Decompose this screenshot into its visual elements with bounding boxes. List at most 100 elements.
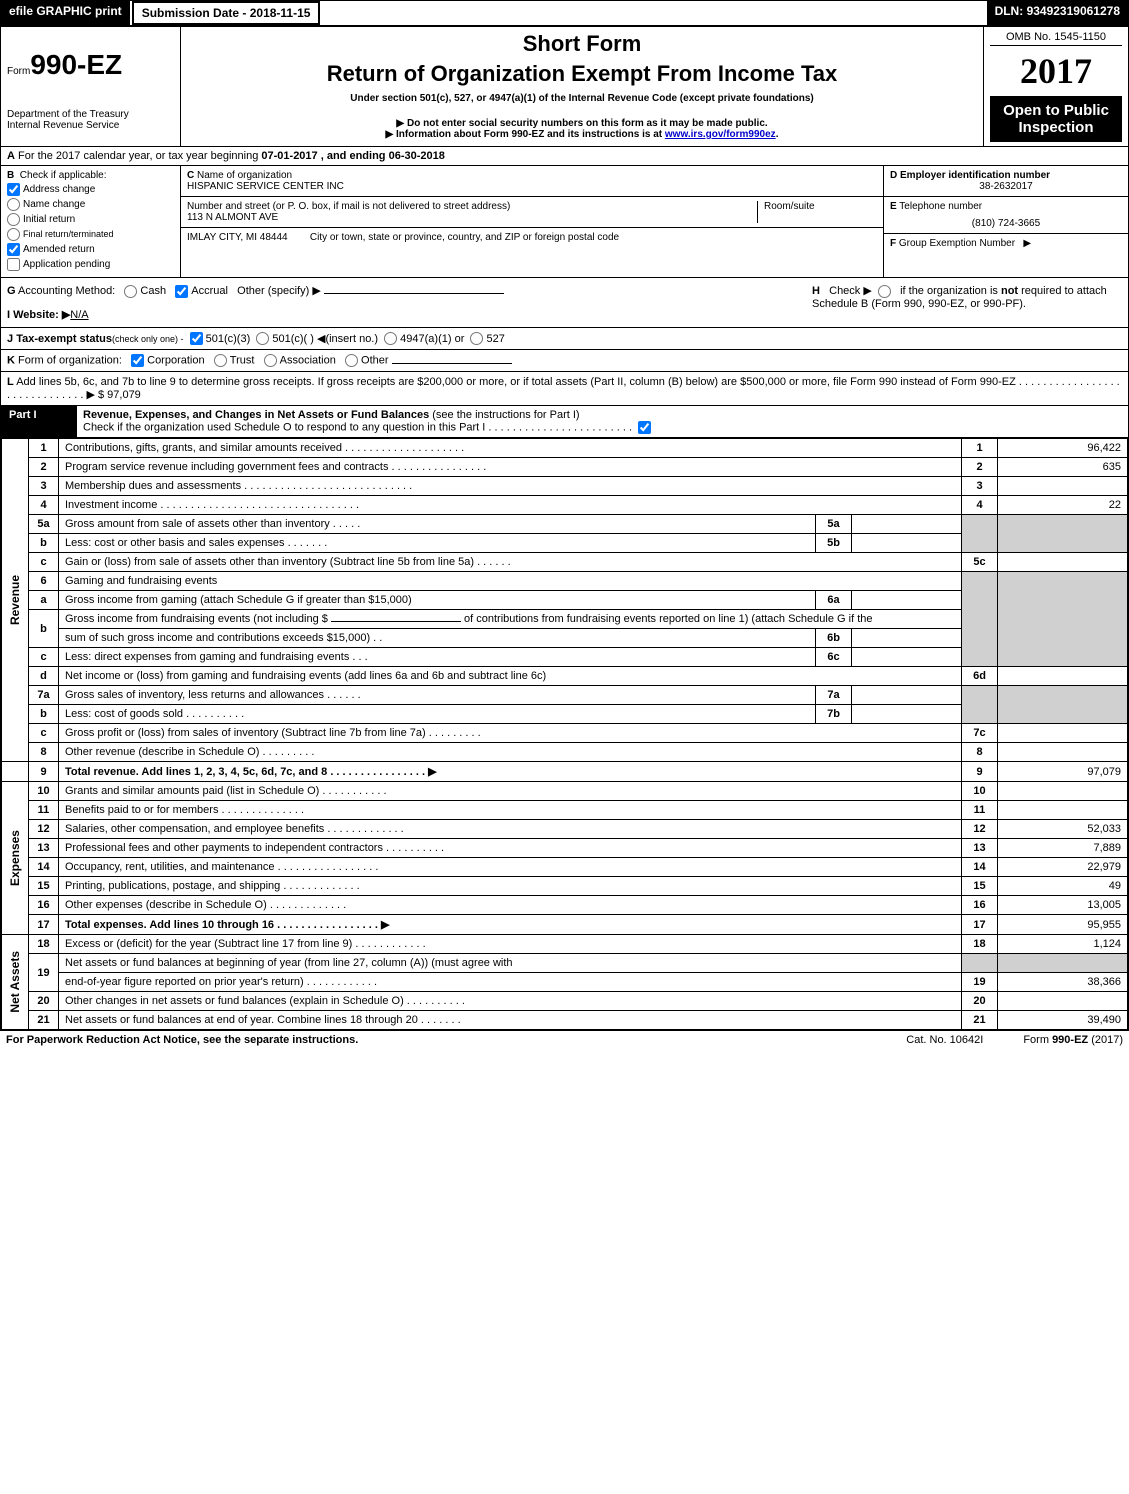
line-1: Revenue 1 Contributions, gifts, grants, …	[2, 439, 1128, 458]
line-2-val: 635	[998, 458, 1128, 477]
line-5b-sub: 5b	[816, 534, 852, 553]
line-5a-num: 5a	[29, 515, 59, 534]
line-2-linenum: 2	[962, 458, 998, 477]
line-6b-sub: 6b	[816, 629, 852, 648]
line-7a: 7a Gross sales of inventory, less return…	[2, 686, 1128, 705]
line-7c-linenum: 7c	[962, 724, 998, 743]
amended-return-check[interactable]: Amended return	[7, 243, 174, 256]
revenue-rotated-label: Revenue	[8, 575, 22, 625]
initial-return-check[interactable]: Initial return	[7, 213, 174, 226]
line-10: Expenses 10 Grants and similar amounts p…	[2, 782, 1128, 801]
trust-radio[interactable]	[214, 354, 227, 367]
revenue-side-label: Revenue	[2, 439, 29, 762]
501c-radio[interactable]	[256, 332, 269, 345]
4947-radio[interactable]	[384, 332, 397, 345]
527-radio[interactable]	[470, 332, 483, 345]
under-section-text: Under section 501(c), 527, or 4947(a)(1)…	[187, 93, 977, 104]
527-label: 527	[486, 333, 504, 345]
application-pending-check[interactable]: Application pending	[7, 258, 174, 271]
cash-radio[interactable]	[124, 285, 137, 298]
line-17-desc: Total expenses. Add lines 10 through 16 …	[59, 915, 962, 935]
line-6b-desc1: Gross income from fundraising events (no…	[59, 610, 962, 629]
form990ez-link[interactable]: www.irs.gov/form990ez	[665, 129, 776, 140]
line-2-desc: Program service revenue including govern…	[59, 458, 962, 477]
label-l: L	[7, 376, 14, 388]
line-7b-num: b	[29, 705, 59, 724]
line-7a-subval	[852, 686, 962, 705]
section-c-mid: C Name of organization HISPANIC SERVICE …	[181, 166, 883, 277]
line-l-amount: $ 97,079	[98, 389, 141, 401]
lines-table: Revenue 1 Contributions, gifts, grants, …	[1, 438, 1128, 1030]
amended-return-checkbox[interactable]	[7, 243, 20, 256]
line-9-desc-b: Total revenue. Add lines 1, 2, 3, 4, 5c,…	[65, 766, 437, 778]
501c3-checkbox[interactable]	[190, 332, 203, 345]
initial-return-radio[interactable]	[7, 213, 20, 226]
ein-cell: D Employer identification number 38-2632…	[884, 166, 1128, 197]
line-9-linenum: 9	[962, 762, 998, 782]
name-change-radio[interactable]	[7, 198, 20, 211]
line-8-val	[998, 743, 1128, 762]
line-18-desc: Excess or (deficit) for the year (Subtra…	[59, 935, 962, 954]
header-left: Form990-EZ Department of the Treasury In…	[1, 27, 181, 146]
line-19-num: 19	[29, 954, 59, 992]
line-6d: d Net income or (loss) from gaming and f…	[2, 667, 1128, 686]
other-specify-line	[324, 293, 504, 294]
corp-checkbox[interactable]	[131, 354, 144, 367]
address-change-label: Address change	[23, 184, 95, 195]
schedule-o-checkbox[interactable]	[638, 421, 651, 434]
phone-value: (810) 724-3665	[890, 218, 1122, 229]
line-6a-desc: Gross income from gaming (attach Schedul…	[59, 591, 816, 610]
form-ref-prefix: Form	[1023, 1034, 1052, 1046]
address-change-check[interactable]: Address change	[7, 183, 174, 196]
org-name-value: HISPANIC SERVICE CENTER INC	[187, 181, 344, 192]
org-name-label: Name of organization	[197, 170, 292, 181]
form-org-label: Form of organization:	[18, 355, 122, 367]
form-container: efile GRAPHIC print Submission Date - 20…	[0, 0, 1129, 1031]
section-a-text: For the 2017 calendar year, or tax year …	[18, 150, 261, 162]
line-5c: c Gain or (loss) from sale of assets oth…	[2, 553, 1128, 572]
final-return-radio[interactable]	[7, 228, 20, 241]
line-14: 14 Occupancy, rent, utilities, and maint…	[2, 858, 1128, 877]
dept-irs: Internal Revenue Service	[7, 120, 174, 131]
city-value: IMLAY CITY, MI 48444	[187, 232, 288, 243]
line-15-linenum: 15	[962, 877, 998, 896]
expenses-side-label: Expenses	[2, 782, 29, 935]
assoc-radio[interactable]	[264, 354, 277, 367]
submission-date-box: Submission Date - 2018-11-15	[132, 1, 321, 25]
other-org-radio[interactable]	[345, 354, 358, 367]
address-change-checkbox[interactable]	[7, 183, 20, 196]
accrual-checkbox[interactable]	[175, 285, 188, 298]
line-4-desc: Investment income . . . . . . . . . . . …	[59, 496, 962, 515]
schedule-b-radio[interactable]	[878, 285, 891, 298]
line-19-val: 38,366	[998, 973, 1128, 992]
phone-cell: E Telephone number (810) 724-3665	[884, 197, 1128, 234]
line-6c-desc: Less: direct expenses from gaming and fu…	[59, 648, 816, 667]
netassets-side-label: Net Assets	[2, 935, 29, 1030]
501c-label: 501(c)( ) ◀(insert no.)	[272, 333, 378, 345]
header-row: Form990-EZ Department of the Treasury In…	[1, 27, 1128, 147]
h-check-text: Check ▶	[829, 285, 872, 297]
line-7ab-shade-val	[998, 686, 1128, 724]
line-15-num: 15	[29, 877, 59, 896]
line-13-num: 13	[29, 839, 59, 858]
part-i-title: Revenue, Expenses, and Changes in Net As…	[83, 409, 432, 421]
line-6-desc: Gaming and fundraising events	[59, 572, 962, 591]
part-i-desc: Revenue, Expenses, and Changes in Net As…	[77, 406, 1128, 437]
line-14-linenum: 14	[962, 858, 998, 877]
street-cell: Number and street (or P. O. box, if mail…	[181, 197, 883, 228]
name-change-check[interactable]: Name change	[7, 198, 174, 211]
omb-number: OMB No. 1545-1150	[990, 31, 1122, 46]
application-pending-checkbox[interactable]	[7, 258, 20, 271]
line-1-linenum: 1	[962, 439, 998, 458]
begin-date: 07-01-2017	[261, 150, 317, 162]
part-i-label: Part I	[1, 406, 77, 437]
final-return-check[interactable]: Final return/terminated	[7, 228, 174, 241]
label-c: C	[187, 170, 194, 181]
line-k: K Form of organization: Corporation Trus…	[1, 350, 1128, 372]
line-18-val: 1,124	[998, 935, 1128, 954]
line-8-num: 8	[29, 743, 59, 762]
line-6c: c Less: direct expenses from gaming and …	[2, 648, 1128, 667]
other-org-line	[392, 363, 512, 364]
line-10-desc: Grants and similar amounts paid (list in…	[59, 782, 962, 801]
line-6-shade-val	[998, 572, 1128, 667]
